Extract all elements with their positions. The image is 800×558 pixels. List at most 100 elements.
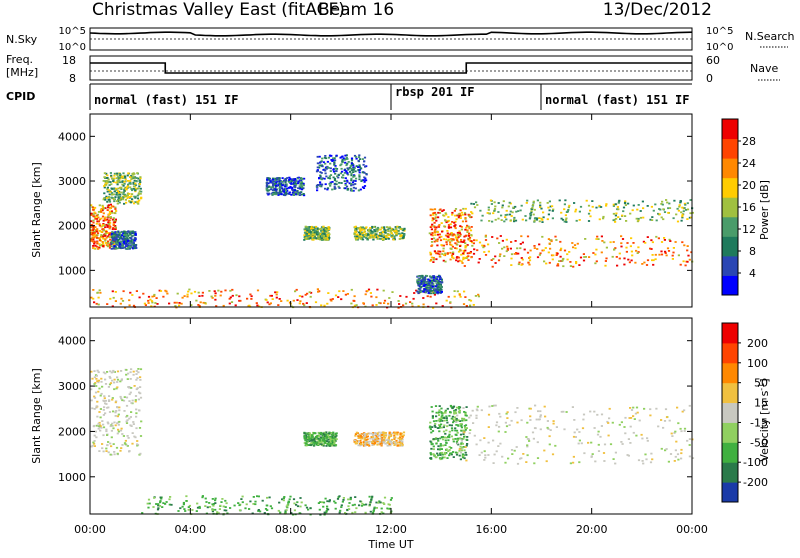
x-tick-label: 20:00 xyxy=(576,523,608,536)
colorbar-swatch xyxy=(722,119,738,140)
colorbar-swatch xyxy=(722,442,738,463)
x-tick-label: 12:00 xyxy=(375,523,407,536)
colorbar-swatch xyxy=(722,275,738,296)
nave-label: Nave xyxy=(750,62,778,75)
velocity-panel-frame xyxy=(89,317,693,515)
noise-panel: N.Sky 10^5 10^0 10^5 10^0 N.Search xyxy=(6,26,795,53)
noise-left-tick-bottom: 10^0 xyxy=(59,42,86,53)
y-tick-label: 4000 xyxy=(58,130,86,143)
power-colorbar-label: Power [dB] xyxy=(758,180,771,240)
data-region xyxy=(90,368,143,456)
cpid-label: CPID xyxy=(6,90,35,103)
freq-label-1: Freq. xyxy=(6,53,33,66)
noise-right-tick-bottom: 10^0 xyxy=(706,42,733,53)
data-region xyxy=(353,225,406,241)
colorbar-tick-label: 15 xyxy=(754,397,768,410)
colorbar-tick-label: 50 xyxy=(754,377,768,390)
colorbar-tick-label: 8 xyxy=(749,245,756,258)
colorbar-tick-label: -15 xyxy=(750,416,768,429)
y-tick-label: 4000 xyxy=(58,335,86,348)
y-tick-label: 3000 xyxy=(58,380,86,393)
colorbar-tick-label: 16 xyxy=(742,201,756,214)
freq-tick-top: 18 xyxy=(62,54,76,67)
power-x-tick-marks xyxy=(89,114,693,307)
power-panel: 1000 2000 3000 4000 Slant Range [km] 4 8 12 16… xyxy=(30,113,771,309)
data-region xyxy=(90,288,480,309)
noise-sky-line xyxy=(89,31,693,37)
x-tick-label: 16:00 xyxy=(475,523,507,536)
colorbar-tick-label: 28 xyxy=(742,135,756,148)
freq-panel: Freq. [MHz] 18 8 60 0 Nave xyxy=(6,53,780,85)
noise-right-label: N.Search xyxy=(745,30,795,43)
data-region xyxy=(102,172,143,205)
colorbar-swatch xyxy=(722,138,738,159)
colorbar-swatch xyxy=(722,422,738,443)
y-tick-label: 3000 xyxy=(58,175,86,188)
cpid-mode-3: normal (fast) 151 IF xyxy=(545,93,690,107)
colorbar-tick-label: 12 xyxy=(742,223,756,236)
velocity-y-ticks: 1000 2000 3000 4000 xyxy=(58,335,692,484)
colorbar-swatch xyxy=(722,362,738,384)
y-tick-label: 2000 xyxy=(58,425,86,438)
data-region xyxy=(428,404,469,461)
data-region xyxy=(455,404,695,465)
freq-tick-bottom: 8 xyxy=(69,72,76,85)
data-region xyxy=(90,203,118,250)
noise-left-label: N.Sky xyxy=(6,33,38,46)
cpid-mode-1: normal (fast) 151 IF xyxy=(94,93,239,107)
data-region xyxy=(265,176,306,197)
cpid-mode-2: rbsp 201 IF xyxy=(395,85,474,99)
x-tick-label: 00:00 xyxy=(676,523,708,536)
beam-title: Beam 16 xyxy=(318,0,394,20)
velocity-y-label: Slant Range [km] xyxy=(30,368,43,464)
colorbar-swatch xyxy=(722,382,738,404)
colorbar-swatch xyxy=(722,177,738,198)
power-colorbar: 4 8 12 16 20 24 28 xyxy=(721,118,756,296)
data-region xyxy=(353,431,406,447)
colorbar-tick-label: -50 xyxy=(750,436,768,449)
x-tick-label: 00:00 xyxy=(74,523,106,536)
colorbar-swatch xyxy=(722,323,738,344)
noise-right-tick-top: 10^5 xyxy=(706,26,733,37)
station-title: Christmas Valley East (fitACF) xyxy=(92,0,345,20)
colorbar-tick-label: 20 xyxy=(742,179,756,192)
power-panel-frame xyxy=(89,113,693,308)
cpid-panel: CPID normal (fast) 151 IF rbsp 201 IF no… xyxy=(6,83,692,110)
data-region xyxy=(454,234,694,268)
date-title: 13/Dec/2012 xyxy=(603,0,712,20)
x-axis-label: Time UT xyxy=(367,538,413,551)
freq-label-2: [MHz] xyxy=(6,66,38,79)
colorbar-tick-label: 200 xyxy=(747,337,768,350)
colorbar-tick-label: 4 xyxy=(749,267,756,280)
colorbar-swatch xyxy=(722,216,738,237)
velocity-data-regions xyxy=(90,368,695,516)
colorbar-swatch xyxy=(722,462,738,483)
x-tick-label: 08:00 xyxy=(275,523,307,536)
velocity-panel: 1000 2000 3000 4000 00:00 04:00 08:00 12:00 16:… xyxy=(30,317,771,536)
colorbar-tick-label: -100 xyxy=(743,456,768,469)
data-region xyxy=(416,274,444,295)
data-region xyxy=(315,154,368,192)
power-data-regions xyxy=(90,154,694,309)
power-y-ticks: 1000 2000 3000 4000 xyxy=(58,130,692,277)
data-region xyxy=(110,230,138,250)
colorbar-swatch xyxy=(722,236,738,257)
velocity-colorbar: 200 100 50 15 -15 -50 -100 -200 xyxy=(721,322,768,503)
power-y-label: Slant Range [km] xyxy=(30,162,43,258)
colorbar-tick-label: 24 xyxy=(742,157,756,170)
data-region xyxy=(141,495,393,516)
nave-tick-top: 60 xyxy=(706,54,720,67)
data-region xyxy=(303,431,338,447)
colorbar-swatch xyxy=(722,197,738,218)
data-region xyxy=(303,225,331,241)
colorbar-tick-label: 100 xyxy=(747,357,768,370)
noise-left-tick-top: 10^5 xyxy=(59,26,86,37)
colorbar-swatch xyxy=(722,158,738,179)
colorbar-tick-label: -200 xyxy=(743,476,768,489)
colorbar-swatch xyxy=(722,342,738,364)
data-region xyxy=(469,199,694,223)
velocity-x-ticks: 00:00 04:00 08:00 12:00 16:00 20:00 00:00 xyxy=(74,318,708,536)
y-tick-label: 1000 xyxy=(58,471,86,484)
colorbar-swatch xyxy=(722,482,738,503)
